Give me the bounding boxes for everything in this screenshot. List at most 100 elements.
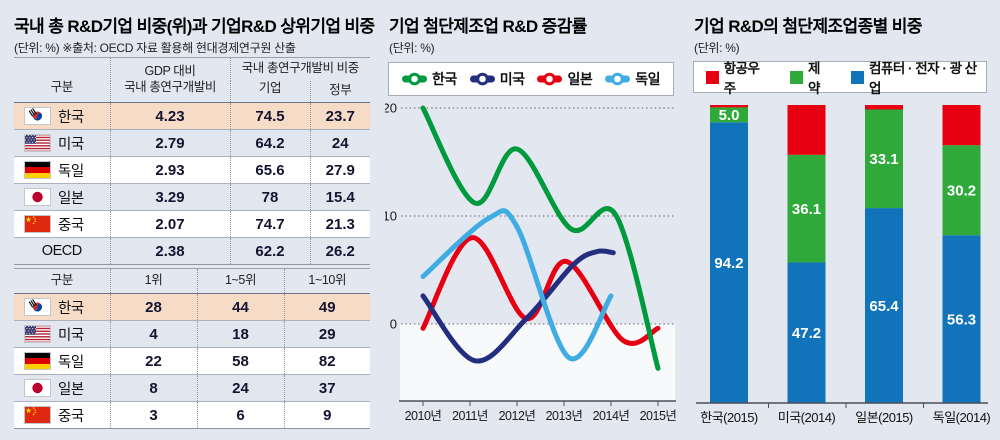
left-panel-title: 국내 총 R&D기업 비중(위)과 기업R&D 상위기업 비중 [14,17,375,36]
value-cell: 2.38 [109,237,230,265]
legend-item: 독일 [605,69,660,89]
table-row-jp: 일본 3.29 78 15.4 [14,183,370,211]
table-row-jp: 일본 8 24 37 [14,374,370,402]
value-cell: 82 [283,347,370,375]
bar-segment [942,105,981,146]
flag-kr-icon [24,298,51,316]
legend-swatch-icon [790,70,803,84]
x-tick-label: 2015년 [640,409,677,423]
bar-segment [865,105,903,110]
flag-jp-icon [24,379,51,397]
bar-value-label: 36.1 [792,201,821,218]
country-label: 미국 [58,136,84,153]
y-tick-label: 0 [390,317,397,332]
value-cell: 3.29 [109,183,230,211]
value-cell: 21.3 [309,210,370,238]
table-row-us: 미국 4 18 29 [14,320,370,348]
bar-category-label: 독일(2014) [933,410,991,425]
col-header-corporate: 기업 [229,80,310,103]
col-header-category: 구분 [50,80,74,95]
value-cell: 27.9 [309,156,370,184]
legend-item: 한국 [401,69,457,89]
value-cell: 64.2 [229,129,310,157]
flag-de-icon [24,352,51,370]
value-cell: 9 [283,401,370,429]
bar-segment [787,262,826,403]
country-cell: 미국 [14,321,110,348]
value-cell: 4 [109,320,197,348]
table-row-kr: 한국 4.23 74.5 23.7 [14,102,370,130]
col-header-rank: 1~5위 [196,268,284,294]
country-cell: 독일 [14,157,110,184]
table-row-kr: 한국 28 44 49 [14,293,370,321]
bar-value-label: 30.2 [947,182,976,199]
value-cell: 2.07 [109,210,230,238]
value-cell: 74.7 [229,210,310,238]
flag-de-icon [24,161,51,179]
legend-label: 항공우주 [723,61,760,96]
country-cell: 중국 [14,211,110,238]
table-header: 구분 1위 1~5위 1~10위 [14,268,370,294]
value-cell: 4.23 [109,102,230,130]
bar-segment [865,109,903,209]
x-tick-label: 2012년 [499,409,536,423]
value-cell: 22 [109,347,197,375]
x-tick-label: 2011년 [452,409,488,423]
line-chart-svg: 20 10 0 2010년 2011년 2012년 2013년 2014년 2015년 [385,101,677,424]
legend-item: 제약 [790,57,831,97]
value-cell: 6 [196,401,284,429]
flag-cn-icon [24,215,51,233]
value-cell: 28 [109,293,197,321]
value-cell: 49 [283,293,370,321]
flag-us-icon [24,325,51,343]
bar-value-label: 5.0 [719,107,740,124]
bar-value-label: 47.2 [792,325,821,342]
bar-chart-svg: 94.2 5.0 47.2 36.1 65.4 33.1 56.3 30.2 한국(2015) 미… [696,105,991,425]
line-series-icon [469,71,495,87]
table-header: 구분 GDP 대비 국내 총연구개발비 국내 총연구개발비 비중 기업 정부 [14,57,370,103]
value-cell: 74.5 [229,102,310,130]
legend-item: 미국 [469,69,525,89]
x-tick-label: 2010년 [405,409,442,423]
value-cell: 29 [283,320,370,348]
bar-category-label: 일본(2015) [855,410,913,425]
country-cell: 한국 [14,294,110,321]
line-korea [420,105,661,371]
legend-item: 일본 [537,69,593,89]
flag-jp-icon [24,188,51,206]
country-label: 미국 [58,327,84,344]
value-cell: 2.93 [109,156,230,184]
country-label: 독일 [58,163,84,180]
flag-cn-icon [24,406,51,424]
value-cell: 2.79 [109,129,230,157]
table-row-us: 미국 2.79 64.2 24 [14,129,370,157]
col-header-group: 국내 총연구개발비 비중 [229,57,370,81]
bar-value-label: 56.3 [947,311,976,328]
col-header-gdp-ratio: GDP 대비 국내 총연구개발비 [109,57,230,103]
legend-label: 독일 [635,71,660,87]
middle-panel-unit: (단위: %) [389,41,435,55]
value-cell: 24 [196,374,284,402]
value-cell: 15.4 [309,183,370,211]
value-cell: 78 [229,183,310,211]
right-panel-unit: (단위: %) [694,41,740,55]
bar-segment [942,235,981,403]
bar-segment [787,105,826,155]
country-label: OECD [41,243,82,259]
legend-label: 컴퓨터 · 전자 · 광 산업 [869,61,977,96]
value-cell: 3 [109,401,197,429]
value-cell: 62.2 [229,237,310,265]
country-cell: OECD [14,238,110,265]
flag-us-icon [24,134,51,152]
table-row-de: 독일 2.93 65.6 27.9 [14,156,370,184]
value-cell: 44 [196,293,284,321]
middle-panel-title: 기업 첨단제조업 R&D 증감률 [389,17,587,36]
table-top-firms: 구분 1위 1~5위 1~10위 한국 28 44 49 미국 4 18 29 독일 22 58 82 … [14,268,370,429]
value-cell: 26.2 [309,237,370,265]
y-tick-label: 20 [385,101,397,116]
col-header-rank: 1~10위 [283,268,370,294]
country-cell: 한국 [14,103,110,130]
line-series-icon [401,71,427,87]
flag-kr-icon [24,107,51,125]
